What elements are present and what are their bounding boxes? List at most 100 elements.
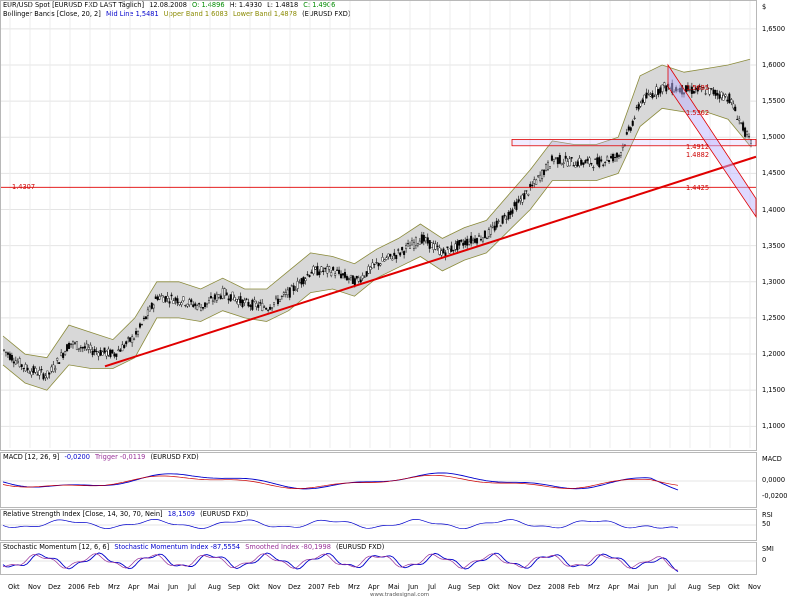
candle-body bbox=[357, 277, 360, 282]
macd-panel[interactable] bbox=[0, 452, 757, 508]
smi-panel[interactable] bbox=[0, 542, 757, 575]
candle-body bbox=[292, 285, 295, 291]
candle-body bbox=[629, 127, 632, 131]
candle-body bbox=[651, 92, 654, 99]
candle-body bbox=[30, 371, 33, 376]
candle-body bbox=[617, 155, 620, 157]
candle-body bbox=[273, 302, 276, 305]
macd-title: MACD [12, 26, 9] bbox=[3, 453, 60, 461]
candle-body bbox=[10, 354, 13, 361]
candle-body bbox=[66, 344, 69, 352]
macd-trigger-line bbox=[2, 474, 679, 489]
candle-body bbox=[375, 262, 378, 264]
candle-body bbox=[133, 338, 136, 340]
candle-body bbox=[22, 367, 25, 369]
candle-body bbox=[704, 93, 707, 95]
candle-body bbox=[300, 278, 303, 285]
x-tick-label: Jul bbox=[188, 583, 196, 591]
candle-body bbox=[196, 305, 199, 310]
x-tick-label: Apr bbox=[608, 583, 620, 591]
candle-body bbox=[578, 157, 581, 166]
candle-body bbox=[686, 85, 689, 91]
candle-body bbox=[68, 343, 71, 349]
candle-body bbox=[519, 198, 522, 202]
candle-body bbox=[728, 93, 731, 104]
candle-body bbox=[584, 160, 587, 164]
candle-body bbox=[456, 241, 459, 251]
y-tick-label: 1,1500 bbox=[762, 386, 786, 395]
candle-body bbox=[38, 370, 41, 376]
candle-body bbox=[115, 353, 118, 357]
candle-body bbox=[614, 156, 617, 158]
candle-body bbox=[144, 316, 147, 320]
x-tick-label: Apr bbox=[128, 583, 140, 591]
candle-body bbox=[54, 368, 57, 370]
candle-body bbox=[312, 266, 315, 274]
candle-body bbox=[627, 126, 630, 131]
macd-header: MACD [12, 26, 9] -0,0200 Trigger -0,0119… bbox=[3, 453, 202, 462]
candle-body bbox=[207, 300, 210, 304]
low-value: L: 1.4818 bbox=[267, 1, 299, 9]
y-tick-label: 1,2000 bbox=[762, 350, 786, 359]
candle-body bbox=[489, 226, 492, 235]
candle-body bbox=[653, 95, 656, 97]
candle-body bbox=[83, 346, 86, 349]
bollinger-header: Bollinger Bands [Close, 20, 2] Mid Line … bbox=[3, 10, 353, 19]
candle-body bbox=[241, 299, 244, 308]
candle-body bbox=[42, 373, 45, 380]
candle-body bbox=[121, 344, 124, 352]
x-tick-label: Dez bbox=[288, 583, 301, 591]
candle-body bbox=[16, 361, 19, 363]
candle-body bbox=[3, 349, 6, 351]
candle-body bbox=[448, 248, 451, 254]
price-panel[interactable] bbox=[0, 0, 757, 451]
candle-body bbox=[750, 139, 753, 144]
y-tick-label: 1,6000 bbox=[762, 60, 786, 69]
bollinger-upper-line bbox=[2, 58, 751, 359]
macd-value: -0,0200 bbox=[64, 453, 90, 461]
x-tick-label: Dez bbox=[528, 583, 541, 591]
candle-body bbox=[442, 248, 445, 254]
x-tick-label: Aug bbox=[208, 583, 221, 591]
candle-body bbox=[20, 364, 23, 367]
candle-body bbox=[608, 160, 611, 162]
rsi-suffix: (EURUSD FXD) bbox=[200, 510, 249, 518]
candle-body bbox=[162, 297, 165, 303]
candle-body bbox=[479, 239, 482, 241]
candle-body bbox=[572, 165, 575, 167]
candle-body bbox=[298, 282, 301, 284]
candle-body bbox=[229, 294, 232, 302]
candle-body bbox=[338, 269, 341, 274]
candle-body bbox=[306, 274, 309, 276]
x-tick-label: Sep bbox=[468, 583, 481, 591]
candle-body bbox=[726, 99, 729, 102]
candle-body bbox=[623, 144, 626, 146]
candle-body bbox=[215, 293, 218, 301]
y-tick-label: 1,1000 bbox=[762, 422, 786, 431]
candle-body bbox=[625, 132, 628, 135]
candle-body bbox=[259, 302, 262, 304]
candle-body bbox=[592, 167, 595, 169]
candle-body bbox=[391, 258, 394, 261]
candle-body bbox=[692, 91, 695, 94]
candle-body bbox=[570, 156, 573, 159]
x-tick-label: Nov bbox=[508, 583, 521, 591]
candle-body bbox=[438, 247, 441, 255]
candle-body bbox=[472, 238, 475, 241]
candle-body bbox=[336, 269, 339, 271]
candle-body bbox=[722, 95, 725, 101]
footer-credit: www.tradesignal.com bbox=[370, 592, 430, 598]
candle-body bbox=[546, 161, 549, 170]
candle-body bbox=[280, 295, 283, 297]
bollinger-mid: Mid Line 1,5481 bbox=[105, 10, 159, 18]
candle-body bbox=[237, 299, 240, 305]
candle-body bbox=[219, 295, 222, 299]
candle-body bbox=[50, 366, 53, 372]
candle-body bbox=[371, 262, 374, 269]
candle-body bbox=[507, 211, 510, 220]
candle-body bbox=[582, 162, 585, 165]
candle-body bbox=[286, 289, 289, 296]
x-tick-label: Okt bbox=[8, 583, 20, 591]
candle-body bbox=[320, 266, 323, 272]
candle-body bbox=[478, 235, 481, 237]
